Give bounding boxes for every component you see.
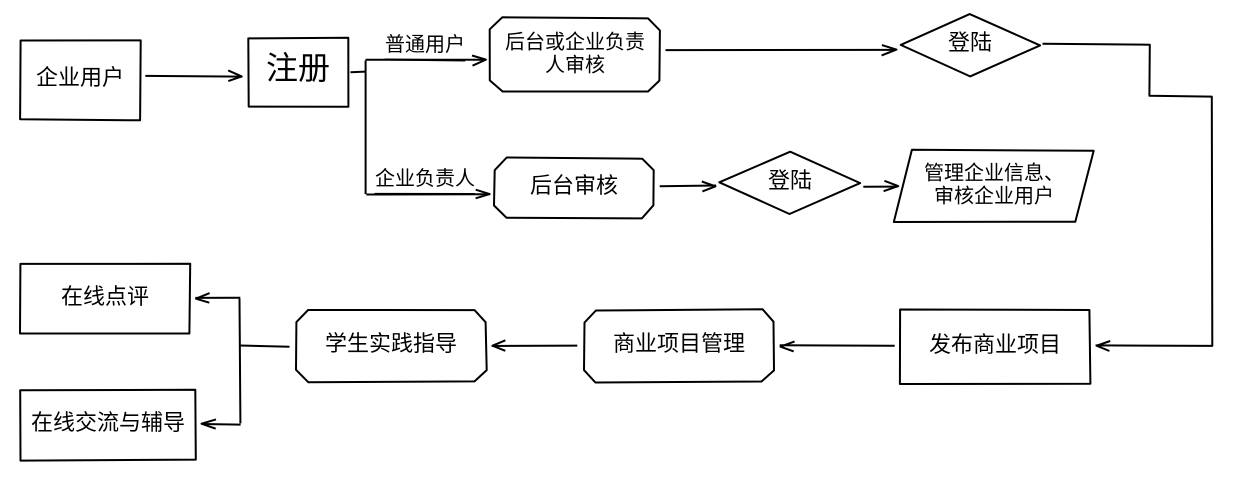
edge-to-tutor — [202, 424, 241, 425]
register-label: 注册 — [266, 50, 330, 86]
edge-audit2-login2 — [660, 186, 716, 187]
arrowhead — [781, 341, 795, 351]
edge-left-fork-v — [240, 299, 241, 424]
enterprise_mgr_lbl-label: 企业负责人 — [375, 167, 475, 190]
edge-reg-stub — [351, 72, 366, 73]
edge-pub-proj — [780, 345, 895, 346]
publish_proj-label: 发布商业项目 — [929, 332, 1061, 357]
login2-label: 登陆 — [768, 168, 812, 193]
login1-label: 登陆 — [948, 30, 992, 55]
online_review-label: 在线点评 — [61, 284, 149, 309]
edge-eu-reg — [145, 76, 242, 77]
online_tutor-label: 在线交流与辅导 — [31, 410, 185, 435]
edge-login1-elbow — [1043, 44, 1213, 346]
edge-guide-stub — [240, 346, 289, 347]
backend_or_mgr_audit-label: 后台或企业负责人审核 — [505, 30, 645, 76]
normal_user_lbl-label: 普通用户 — [385, 33, 465, 56]
backend_audit-label: 后台审核 — [530, 173, 618, 198]
proj_mgmt-label: 商业项目管理 — [613, 331, 745, 356]
manage_info-label: 管理企业信息、审核企业用户 — [924, 161, 1064, 207]
student_guide-label: 学生实践指导 — [325, 331, 457, 356]
enterprise_user-label: 企业用户 — [36, 65, 124, 90]
